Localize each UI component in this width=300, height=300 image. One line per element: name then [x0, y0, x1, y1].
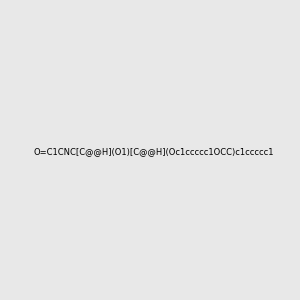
Text: O=C1CNC[C@@H](O1)[C@@H](Oc1ccccc1OCC)c1ccccc1: O=C1CNC[C@@H](O1)[C@@H](Oc1ccccc1OCC)c1c… — [34, 147, 274, 156]
